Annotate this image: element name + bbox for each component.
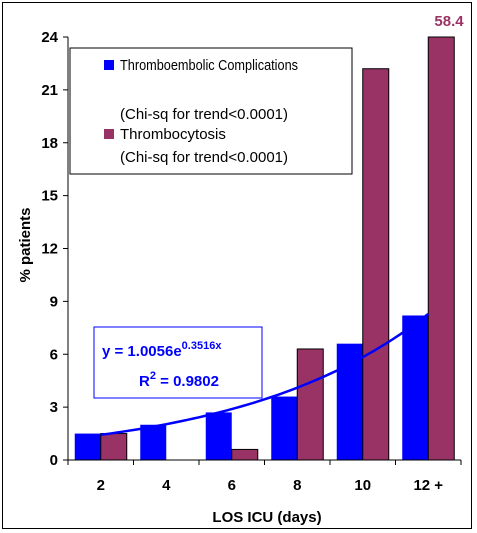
x-tick-label: 2 bbox=[97, 477, 105, 494]
y-tick-label: 6 bbox=[50, 346, 58, 363]
legend-note-thrombocytosis: (Chi-sq for trend<0.0001) bbox=[120, 149, 288, 166]
legend-label-thromboembolic: Thromboembolic Complications bbox=[120, 57, 298, 74]
x-tick-label: 8 bbox=[293, 477, 301, 494]
x-axis-title: LOS ICU (days) bbox=[212, 509, 321, 526]
trendline-equation-box bbox=[93, 326, 263, 399]
x-tick-label: 4 bbox=[162, 477, 171, 494]
bar-series2-12 bbox=[427, 36, 455, 461]
bar-series2-6 bbox=[231, 448, 259, 461]
bar-series1-8 bbox=[271, 396, 298, 460]
y-tick-label: 3 bbox=[50, 399, 58, 416]
y-tick-label: 24 bbox=[41, 29, 58, 46]
equation-prefix: y = 1.0056e bbox=[102, 343, 182, 360]
y-tick-label: 15 bbox=[41, 188, 58, 205]
trendline-r-squared: R2 = 0.9802 bbox=[139, 370, 219, 390]
bar-series1-4 bbox=[140, 424, 167, 460]
y-tick-label: 9 bbox=[50, 293, 58, 310]
bar-series1-2 bbox=[74, 433, 101, 460]
bar-series2-2 bbox=[100, 433, 128, 461]
legend-box bbox=[69, 47, 353, 175]
bar-series1-10 bbox=[336, 343, 363, 460]
x-tick-label: 10 bbox=[354, 477, 371, 494]
clipped-value-label: 58.4 bbox=[434, 13, 464, 30]
y-tick-label: 0 bbox=[50, 452, 58, 469]
y-tick-label: 12 bbox=[41, 241, 58, 258]
trendline-equation: y = 1.0056e0.3516x bbox=[102, 340, 222, 360]
r2-power: 2 bbox=[150, 370, 156, 382]
trendline bbox=[100, 312, 430, 437]
bar-series2-8 bbox=[296, 348, 324, 461]
bar-series1-12 bbox=[402, 315, 429, 460]
y-tick-label: 18 bbox=[41, 135, 58, 152]
y-tick-label: 21 bbox=[41, 82, 58, 99]
legend-note-thromboembolic: (Chi-sq for trend<0.0001) bbox=[120, 106, 288, 123]
bars-layer bbox=[74, 36, 455, 461]
r2-prefix: R bbox=[139, 373, 150, 390]
legend-label-thrombocytosis: Thrombocytosis bbox=[120, 126, 226, 143]
legend-swatch-thrombocytosis bbox=[104, 129, 114, 139]
chart-frame bbox=[2, 2, 472, 529]
bar-series2-10 bbox=[362, 68, 390, 461]
legend-swatch-thromboembolic bbox=[104, 60, 114, 70]
x-tick-label: 12 + bbox=[413, 477, 443, 494]
bar-series1-6 bbox=[205, 412, 232, 460]
r2-suffix: = 0.9802 bbox=[156, 373, 219, 390]
equation-exponent: 0.3516x bbox=[182, 340, 223, 352]
y-axis-title: % patients bbox=[17, 207, 34, 282]
x-tick-label: 6 bbox=[228, 477, 236, 494]
